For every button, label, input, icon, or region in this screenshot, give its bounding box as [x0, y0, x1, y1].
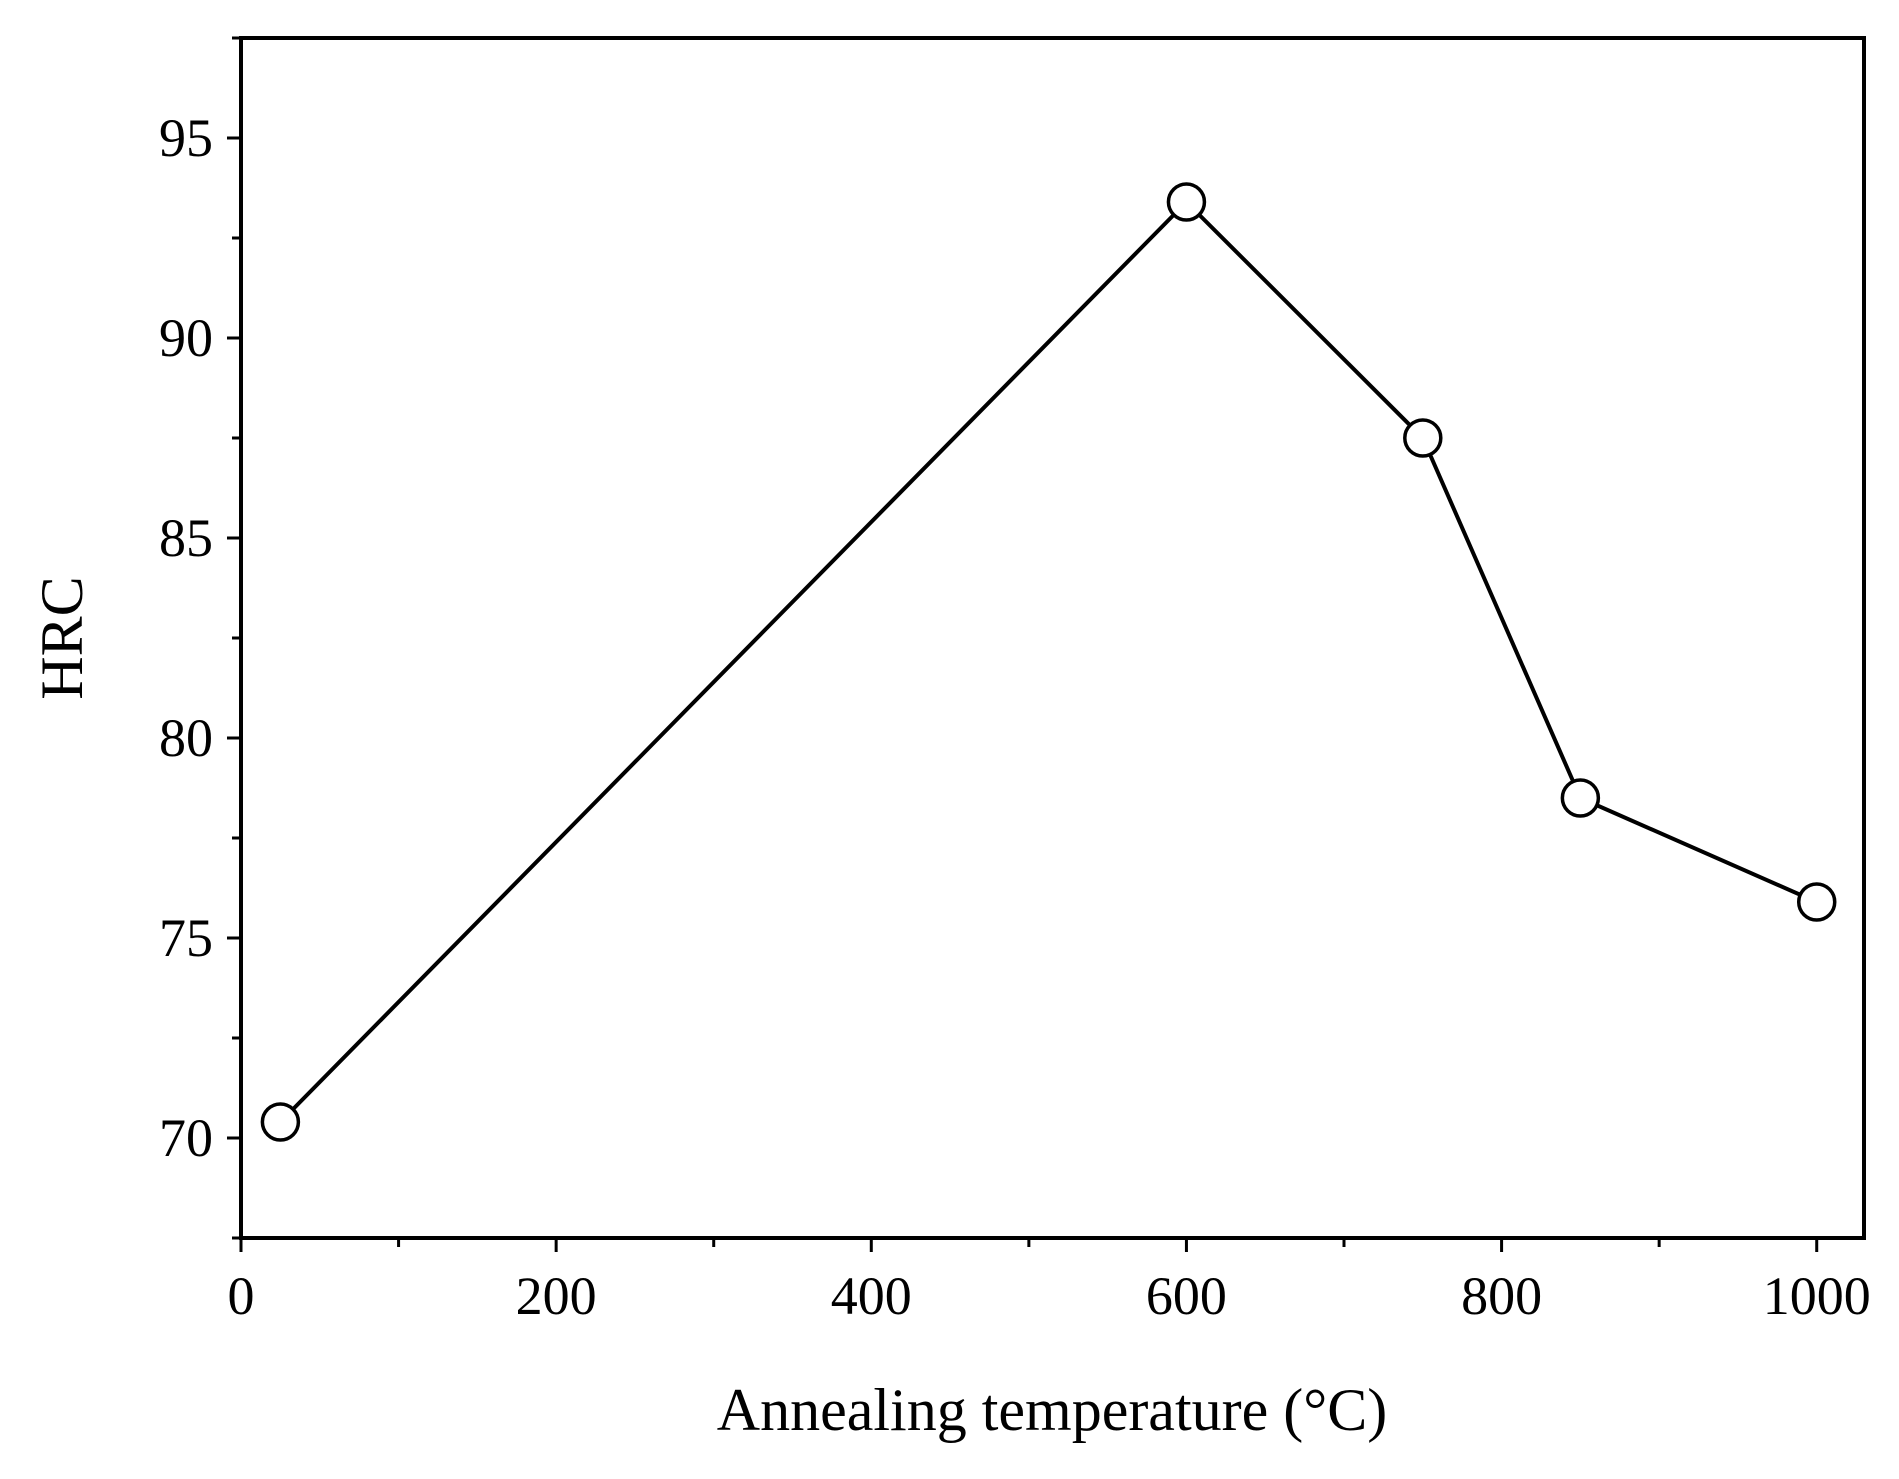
axis-tick-labels: 0 200 400 600 800 1000 70 75 80 85 90 95: [159, 108, 1871, 1326]
data-point-marker: [1403, 418, 1443, 458]
data-series: [260, 182, 1837, 1142]
x-axis-title: Annealing temperature (°C): [717, 1377, 1387, 1443]
y-tick-label: 75: [159, 908, 213, 968]
data-point-marker: [260, 1102, 301, 1142]
y-tick-label: 95: [159, 108, 213, 168]
data-point-marker: [1560, 778, 1601, 818]
x-tick-label: 200: [516, 1266, 597, 1326]
y-tick-label: 85: [159, 508, 213, 568]
y-tick-label: 70: [159, 1108, 213, 1168]
plot-frame: [239, 36, 1866, 1240]
x-tick-label: 0: [228, 1266, 255, 1326]
y-tick-label: 80: [159, 708, 213, 768]
y-axis-title: HRC: [29, 576, 95, 699]
x-tick-label: 800: [1461, 1266, 1542, 1326]
y-tick-label: 90: [159, 308, 213, 368]
axis-ticks: [227, 36, 1819, 1252]
data-point-marker: [1796, 882, 1837, 922]
series-line: [278, 200, 1818, 1124]
x-tick-label: 400: [831, 1266, 912, 1326]
x-tick-label: 1000: [1763, 1266, 1871, 1326]
x-tick-label: 600: [1146, 1266, 1227, 1326]
data-point-marker: [1166, 182, 1207, 222]
